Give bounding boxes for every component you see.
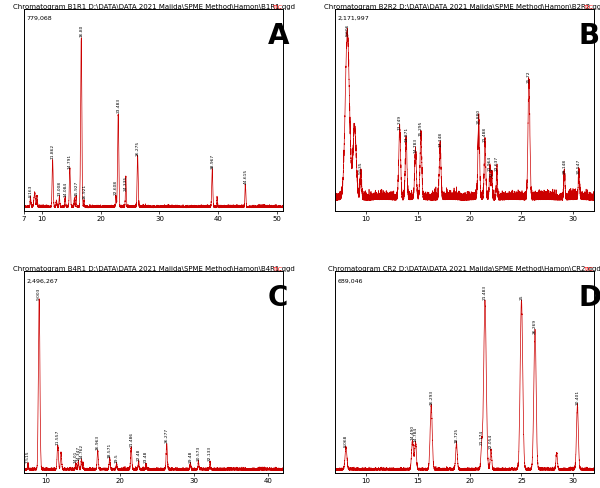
Text: A: A [268, 22, 289, 50]
Text: 22.054: 22.054 [489, 432, 493, 447]
Text: TIC: TIC [584, 5, 594, 10]
Text: 16.963: 16.963 [96, 434, 100, 449]
Text: 13.249: 13.249 [398, 115, 401, 130]
Text: B: B [578, 22, 599, 50]
Text: TIC: TIC [273, 267, 283, 272]
Text: 16.80: 16.80 [79, 25, 83, 37]
Text: 14.01: 14.01 [74, 449, 78, 462]
Text: 8.068: 8.068 [344, 433, 348, 446]
Text: 23.483: 23.483 [116, 98, 120, 113]
Text: 18.725: 18.725 [454, 427, 458, 443]
Text: 14.784: 14.784 [413, 426, 418, 441]
Text: Chromatogram B2R2 D:\DATA\DATA 2021 Majida\SPME Method\Hamon\B2R2.qgd: Chromatogram B2R2 D:\DATA\DATA 2021 Maji… [324, 4, 600, 10]
Text: TIC: TIC [584, 267, 594, 272]
Text: 15.295: 15.295 [419, 120, 423, 136]
Text: 14.490: 14.490 [410, 424, 415, 439]
Text: 14.783: 14.783 [413, 138, 418, 153]
Text: 44.615: 44.615 [244, 169, 247, 184]
Text: 11.862: 11.862 [50, 143, 55, 159]
Text: C: C [268, 284, 288, 312]
Text: 22.637: 22.637 [495, 155, 499, 170]
Text: 8.606: 8.606 [346, 24, 349, 36]
Text: 25.72: 25.72 [527, 70, 531, 83]
Text: 29.148: 29.148 [562, 158, 566, 173]
Text: 14.084: 14.084 [63, 182, 67, 197]
Text: 24.335: 24.335 [124, 175, 128, 191]
Text: 13.871: 13.871 [404, 126, 408, 142]
Text: 26.275: 26.275 [136, 140, 140, 155]
Text: 8.163: 8.163 [28, 184, 32, 197]
Text: 779,068: 779,068 [26, 16, 52, 21]
Text: 15.927: 15.927 [74, 181, 78, 196]
Text: 22.608: 22.608 [114, 180, 118, 195]
Text: 2,171,997: 2,171,997 [337, 16, 369, 21]
Text: 22.48: 22.48 [137, 448, 140, 460]
Text: 30.547: 30.547 [577, 158, 581, 173]
Text: 23.48: 23.48 [144, 449, 148, 462]
Text: 21.174: 21.174 [480, 429, 484, 444]
Text: 13.008: 13.008 [58, 181, 61, 196]
Text: 17.148: 17.148 [438, 132, 442, 147]
Text: 22.1: 22.1 [490, 167, 494, 176]
Text: 30.401: 30.401 [575, 388, 580, 404]
Text: Chromatogram B4R1 D:\DATA\DATA 2021 Majida\SPME Method\Hamon\B4R1.qgd: Chromatogram B4R1 D:\DATA\DATA 2021 Maji… [13, 266, 295, 272]
Text: 11.557: 11.557 [56, 429, 60, 444]
Text: Chromatogram B1R1 D:\DATA\DATA 2021 Majida\SPME Method\Hamon\B1R1.qgd: Chromatogram B1R1 D:\DATA\DATA 2021 Maji… [13, 4, 295, 10]
Text: 21.486: 21.486 [129, 431, 133, 446]
Text: Chromatogram CR2 D:\DATA\DATA 2021 Majida\SPME Method\Hamon\CR2.qgd: Chromatogram CR2 D:\DATA\DATA 2021 Majid… [328, 266, 600, 272]
Text: 21.488: 21.488 [483, 126, 487, 142]
Text: 16.293: 16.293 [429, 388, 433, 404]
Text: 9.535: 9.535 [359, 161, 363, 173]
Text: 18.571: 18.571 [107, 442, 112, 457]
Text: 29.48: 29.48 [188, 449, 193, 462]
Text: TIC: TIC [273, 5, 283, 10]
Text: 26.277: 26.277 [165, 427, 169, 443]
Text: 26.269: 26.269 [533, 318, 537, 333]
Text: 689,046: 689,046 [337, 278, 363, 283]
Text: 2,496,267: 2,496,267 [26, 278, 58, 283]
Text: 14.791: 14.791 [68, 154, 72, 169]
Text: 19.5: 19.5 [115, 452, 119, 462]
Text: 14.347: 14.347 [76, 445, 80, 460]
Text: 9.003: 9.003 [37, 287, 41, 299]
Text: 7.515: 7.515 [26, 449, 30, 462]
Text: 16.921: 16.921 [82, 184, 86, 199]
Text: 30.573: 30.573 [196, 445, 200, 460]
Text: 14.762: 14.762 [79, 443, 83, 458]
Text: 32.133: 32.133 [208, 445, 212, 460]
Text: 21.483: 21.483 [483, 284, 487, 299]
Text: 20.880: 20.880 [477, 109, 481, 124]
Text: 21.964: 21.964 [488, 155, 492, 170]
Text: D: D [578, 284, 600, 312]
Text: 25: 25 [520, 294, 523, 299]
Text: 38.967: 38.967 [210, 154, 214, 169]
